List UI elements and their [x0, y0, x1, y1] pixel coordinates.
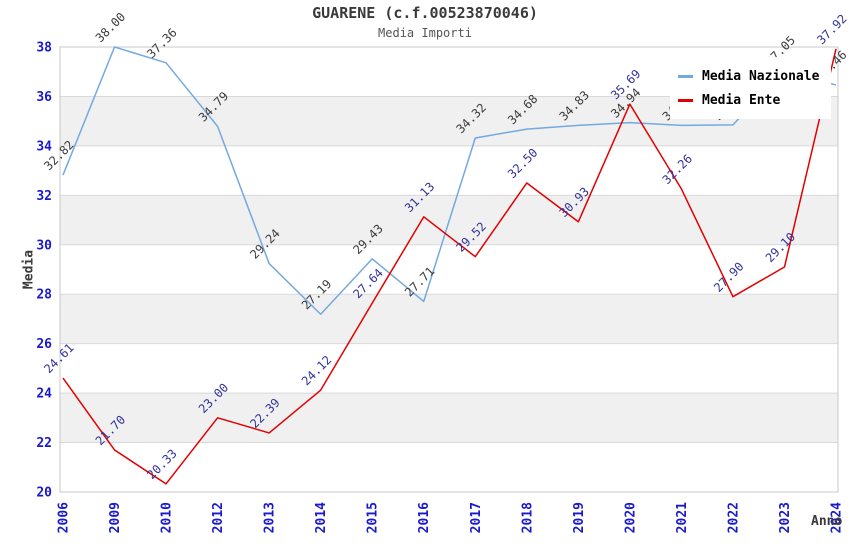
legend-item-media-ente: Media Ente: [678, 88, 819, 112]
legend-label: Media Ente: [702, 92, 781, 108]
plot-border: [59, 46, 839, 493]
plot-band: [60, 294, 838, 344]
y-axis-title: Media: [21, 249, 37, 290]
legend-line-swatch-blue: [678, 74, 693, 78]
legend: Media Nazionale Media Ente: [670, 57, 832, 119]
x-tick-label: 2021: [675, 502, 690, 533]
y-tick-label: 30: [36, 238, 52, 253]
plot-band: [60, 393, 838, 443]
point-label: 20.33: [144, 447, 179, 482]
legend-label: Media Nazionale: [702, 68, 820, 84]
point-label: 32.50: [505, 146, 540, 181]
y-tick-label: 22: [36, 436, 52, 451]
x-tick-label: 2023: [778, 502, 793, 533]
y-tick-label: 28: [36, 288, 52, 303]
x-tick-label: 2022: [726, 502, 741, 533]
y-tick-label: 38: [36, 41, 52, 56]
y-tick-label: 26: [36, 337, 52, 352]
y-tick-label: 34: [36, 139, 52, 154]
legend-item-media-nazionale: Media Nazionale: [678, 64, 819, 88]
x-tick-label: 2016: [417, 502, 432, 533]
x-tick-label: 2009: [108, 502, 123, 533]
x-tick-label: 2014: [314, 502, 329, 533]
series-line-media-nazionale: [62, 46, 837, 315]
point-label: 24.12: [299, 353, 334, 388]
chart-title: GUARENE (c.f.00523870046): [312, 4, 538, 22]
y-tick-label: 24: [36, 387, 52, 402]
x-tick-label: 2012: [211, 502, 226, 533]
x-tick-label: 2006: [57, 502, 72, 533]
x-tick-label: 2017: [469, 502, 484, 533]
x-tick-label: 2013: [263, 502, 278, 533]
x-axis-title: Anno: [811, 514, 843, 529]
x-tick-label: 2010: [160, 502, 175, 533]
legend-line-swatch-red: [678, 98, 693, 102]
y-tick-label: 20: [36, 486, 52, 501]
y-tick-label: 32: [36, 189, 52, 204]
x-tick-label: 2018: [520, 502, 535, 533]
y-tick-label: 36: [36, 90, 52, 105]
x-tick-label: 2015: [366, 502, 381, 533]
x-tick-label: 2020: [623, 502, 638, 533]
chart-subtitle: Media Importi: [378, 26, 472, 40]
x-tick-label: 2024: [830, 502, 845, 533]
x-tick-label: 2019: [572, 502, 587, 533]
series-line-media-ente: [62, 48, 837, 485]
